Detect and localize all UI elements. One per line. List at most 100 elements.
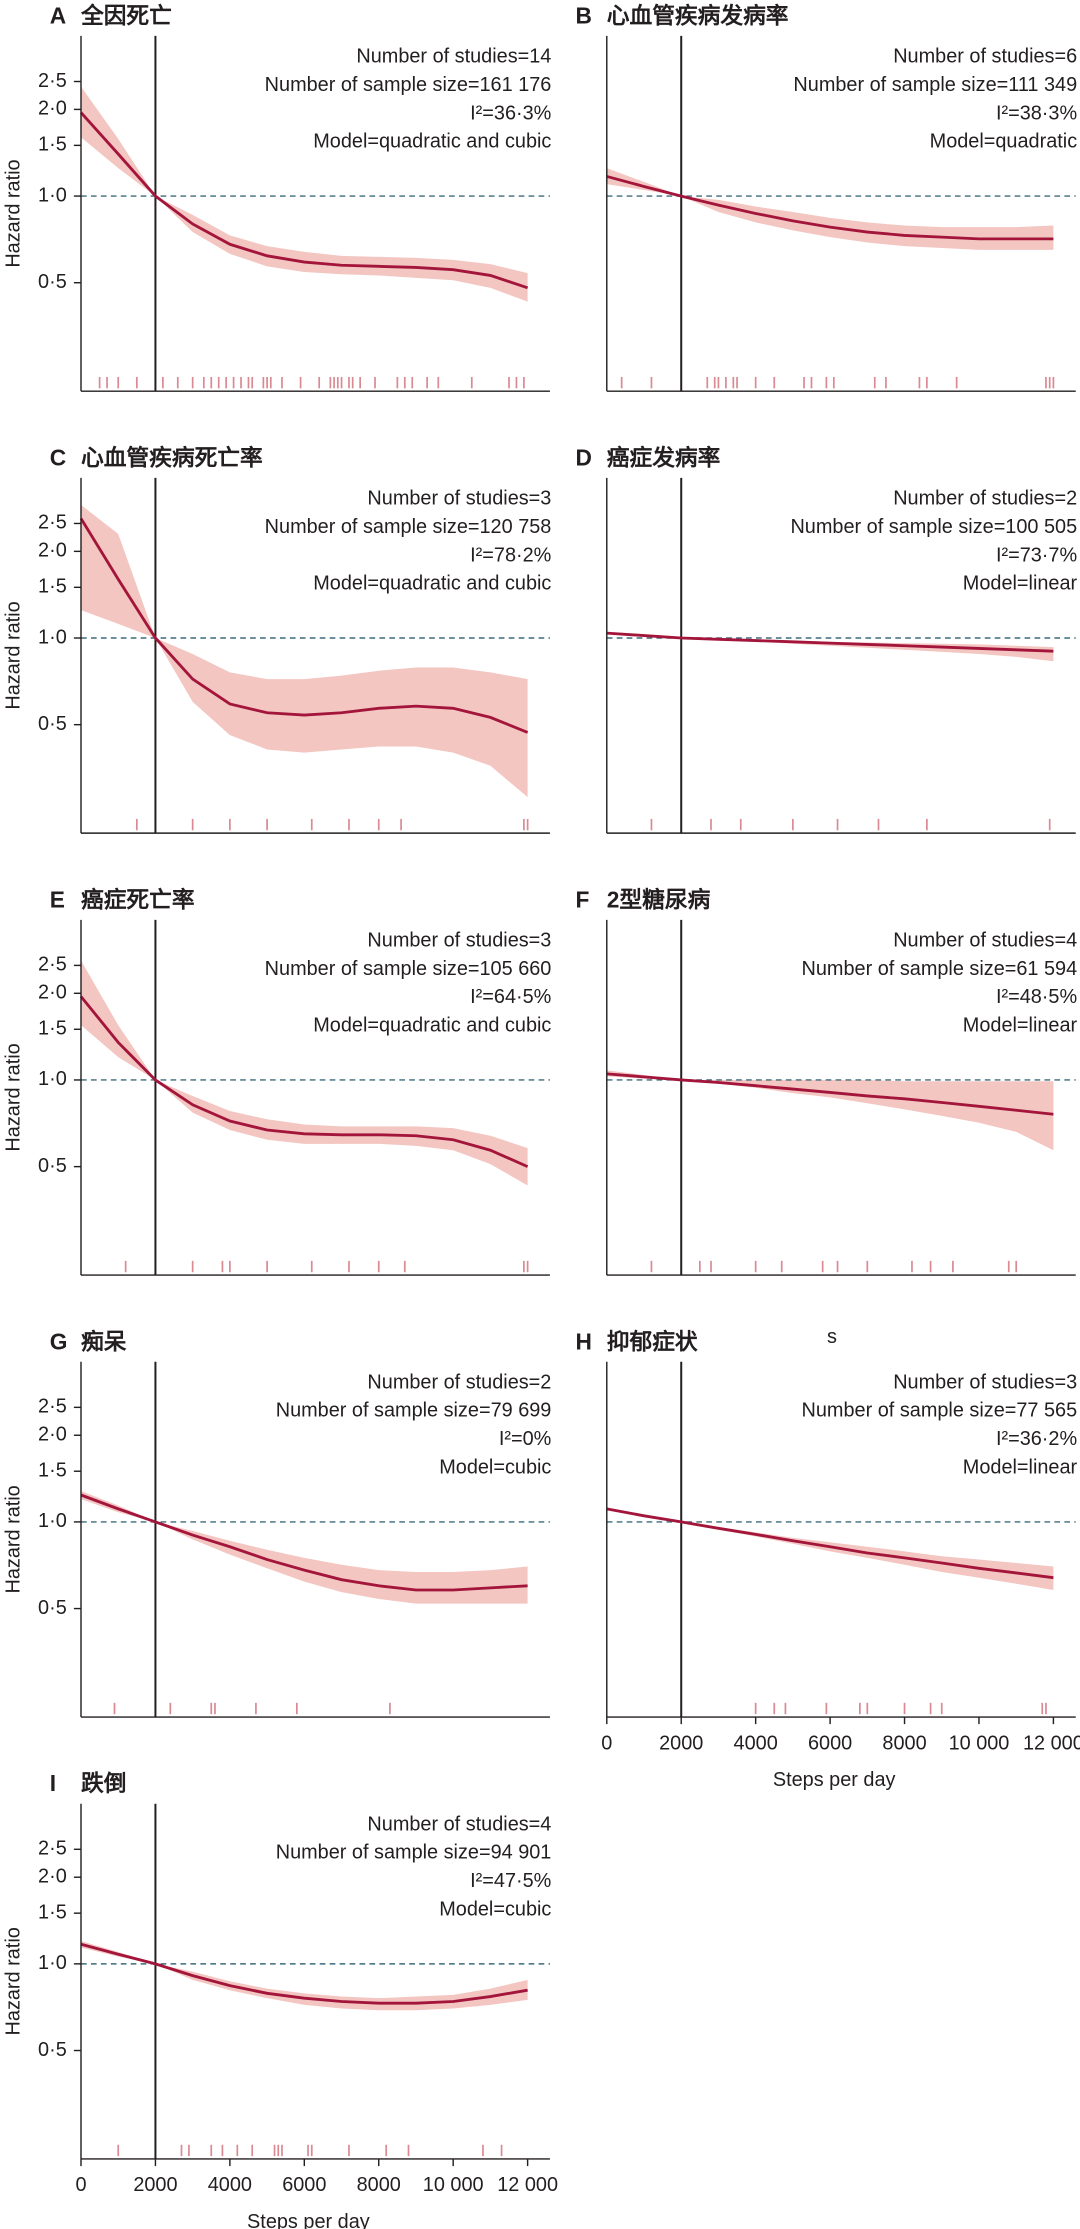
y-tick-label: 2·0 (38, 540, 67, 562)
annotation: I²=47·5% (470, 1870, 551, 1892)
x-axis-label: Steps per day (247, 2211, 370, 2229)
y-tick-label: 2·5 (38, 954, 67, 976)
y-tick-label: 2·0 (38, 98, 67, 120)
y-axis-label: Hazard ratio (2, 1485, 24, 1593)
annotation: Number of studies=4 (893, 929, 1077, 951)
y-tick-label: 1·5 (38, 1459, 67, 1481)
panel: D 癌症发病率 Number of studies=2 Number of sampl… (576, 444, 1078, 834)
hazard-curve (606, 631, 1054, 653)
y-tick-label: 1·0 (38, 626, 67, 648)
x-tick-label: 2000 (133, 2174, 177, 2196)
annotation: I²=78·2% (470, 544, 551, 566)
hazard-curve (606, 1072, 1054, 1116)
y-tick-label: 2·0 (38, 1865, 67, 1887)
y-tick-label: 1·0 (38, 184, 67, 206)
x-tick-label: 6000 (808, 1732, 852, 1754)
panel: I 跌倒 Number of studies=4 Number of sample s… (2, 1770, 558, 2229)
annotation: I²=0% (499, 1428, 551, 1450)
annotation: Number of studies=3 (893, 1371, 1077, 1393)
annotation: Number of studies=3 (367, 929, 551, 951)
annotation: Number of sample size=105 660 (265, 958, 552, 980)
annotation: I²=36·3% (470, 102, 551, 124)
annotation: Model=quadratic and cubic (313, 131, 551, 153)
annotation: Model=cubic (439, 1899, 551, 1921)
x-tick-label: 4000 (208, 2174, 252, 2196)
y-tick-label: 2·5 (38, 70, 67, 92)
y-tick-label: 1·0 (38, 1952, 67, 1974)
y-tick-label: 0·5 (38, 271, 67, 293)
confidence-band (606, 168, 1054, 250)
x-tick-label: 12 000 (497, 2174, 558, 2196)
y-tick-label: 1·0 (38, 1068, 67, 1090)
panel-letter: B (576, 2, 592, 28)
y-axis-label: Hazard ratio (2, 1927, 24, 2035)
annotation: Model=quadratic and cubic (313, 1015, 551, 1037)
y-tick-label: 2·5 (38, 1838, 67, 1860)
y-tick-label: 2·5 (38, 512, 67, 534)
hazard-curve (606, 1507, 1054, 1580)
y-tick-label: 1·5 (38, 134, 67, 156)
panel: A 全因死亡 Number of studies=14 Number of sampl… (2, 2, 552, 392)
annotation: Model=linear (963, 573, 1078, 595)
y-tick-label: 0·5 (38, 713, 67, 735)
panel-title: 跌倒 (81, 1770, 126, 1796)
annotation: Model=cubic (439, 1457, 551, 1479)
annotation: Number of sample size=120 758 (265, 516, 552, 538)
annotation: Number of studies=2 (367, 1371, 551, 1393)
confidence-band (606, 1070, 1054, 1151)
x-tick-label: 8000 (882, 1732, 926, 1754)
annotation: Number of sample size=61 594 (802, 958, 1078, 980)
y-tick-label: 2·0 (38, 982, 67, 1004)
hazard-curve (79, 517, 529, 734)
hazard-curve (80, 1493, 528, 1592)
panel-letter: H (576, 1328, 592, 1354)
confidence-band (81, 1941, 528, 2011)
y-tick-label: 0·5 (38, 1597, 67, 1619)
annotation: Number of sample size=111 349 (793, 74, 1077, 96)
annotation: Number of sample size=161 176 (265, 74, 552, 96)
panel-title: 心血管疾病死亡率 (81, 444, 263, 470)
panel-title: 心血管疾病发病率 (607, 2, 789, 28)
panel: B 心血管疾病发病率 Number of studies=6 Number of sa… (576, 2, 1078, 392)
annotation: I²=48·5% (996, 986, 1077, 1008)
y-tick-label: 0·5 (38, 2039, 67, 2061)
y-axis-label: Hazard ratio (2, 159, 24, 267)
panel-title: 癌症死亡率 (81, 886, 195, 912)
hazard-curve (79, 111, 529, 290)
panel-letter: I (50, 1770, 56, 1796)
panel-title: 痴呆 (81, 1328, 127, 1354)
confidence-band (81, 1491, 528, 1604)
x-tick-label: 10 000 (949, 1732, 1010, 1754)
annotation: Model=quadratic (930, 131, 1078, 153)
panel-title: 全因死亡 (80, 2, 172, 28)
annotation: Number of studies=14 (356, 45, 551, 67)
panel: H 抑郁症状 Number of studies=3 Number of sample… (576, 1326, 1080, 1791)
y-tick-label: 0·5 (38, 1155, 67, 1177)
hazard-curve (79, 995, 529, 1168)
hazard-curve (606, 175, 1054, 241)
y-axis-label: Hazard ratio (2, 601, 24, 709)
panel: E 癌症死亡率 Number of studies=3 Number of sampl… (2, 886, 552, 1276)
annotation: Number of sample size=94 901 (276, 1842, 552, 1864)
annotation: Number of sample size=77 565 (802, 1400, 1078, 1422)
panel-letter: G (50, 1328, 68, 1354)
panel: G 痴呆 Number of studies=2 Number of sample s… (2, 1328, 551, 1718)
y-tick-label: 2·5 (38, 1396, 67, 1418)
confidence-band (81, 86, 528, 302)
y-tick-label: 1·5 (38, 1901, 67, 1923)
y-axis-label: Hazard ratio (2, 1043, 24, 1151)
panel-letter: E (50, 886, 65, 912)
x-axis-label: Steps per day (773, 1769, 896, 1791)
annotation: I²=36·2% (996, 1428, 1077, 1450)
annotation: Model=linear (963, 1457, 1078, 1479)
y-tick-label: 1·5 (38, 1018, 67, 1040)
annotation: I²=38·3% (996, 102, 1077, 124)
panel-letter: F (576, 886, 590, 912)
annotation: Model=linear (963, 1015, 1078, 1037)
panel: C 心血管疾病死亡率 Number of studies=3 Number of sa… (2, 444, 552, 834)
x-tick-label: 10 000 (423, 2174, 484, 2196)
panel: F 2型糖尿病 Number of studies=4 Number of sampl… (576, 886, 1078, 1276)
panel-letter: D (576, 444, 592, 470)
